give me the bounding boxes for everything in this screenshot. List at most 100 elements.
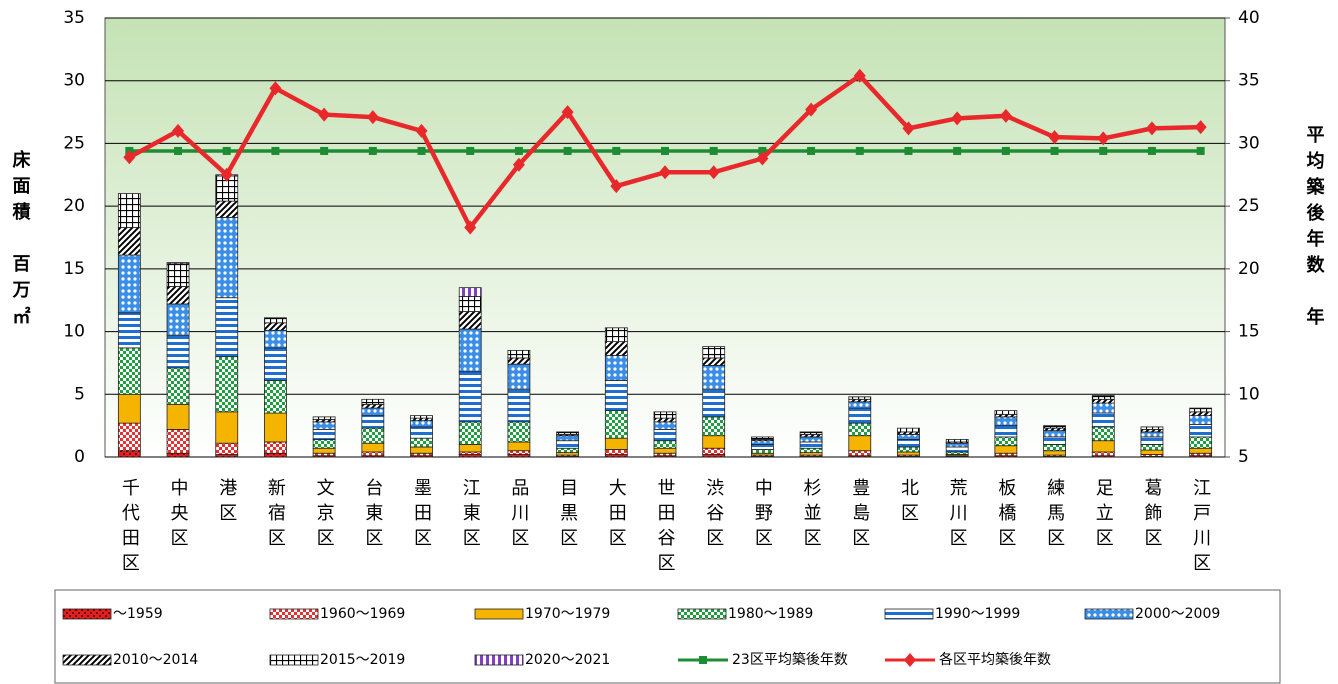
line-marker	[123, 150, 136, 165]
line-marker	[563, 146, 572, 155]
bar-segment	[653, 429, 677, 442]
x-tick-label: 板橋区	[995, 478, 1016, 553]
line-marker	[271, 146, 280, 155]
y2-tick-label: 40	[1238, 8, 1260, 28]
line-marker	[612, 146, 621, 155]
line-marker	[174, 146, 183, 155]
bar-segment	[994, 416, 1018, 427]
line-marker	[512, 157, 525, 172]
bar-segment	[897, 434, 920, 440]
bar-segment	[361, 407, 385, 417]
x-tick-label: 江東区	[460, 478, 481, 553]
bar-segment	[117, 193, 141, 228]
bar-segment	[994, 436, 1018, 447]
line-marker	[853, 68, 866, 83]
bar-segment	[410, 426, 433, 439]
line-marker	[1050, 146, 1059, 155]
bar-segment	[507, 349, 531, 359]
bar-segment	[166, 262, 190, 265]
y-tick-label: 35	[63, 8, 85, 28]
line-marker	[1099, 146, 1108, 155]
y-tick-label: 5	[74, 384, 85, 404]
bar-segment	[361, 398, 385, 405]
bar-segment	[653, 440, 677, 449]
bar-segment	[264, 347, 287, 381]
bar-segment	[604, 355, 628, 381]
legend-marker	[699, 656, 707, 664]
plot-area	[104, 17, 1226, 458]
bar-segment	[117, 422, 141, 452]
bar-segment	[653, 421, 677, 430]
bar-segment	[1140, 449, 1164, 455]
x-tick-label: 練馬区	[1044, 478, 1065, 553]
bar-segment	[458, 444, 482, 453]
legend-swatch	[62, 654, 112, 666]
bar-segment	[361, 427, 385, 444]
legend-label: 1990～1999	[935, 606, 1020, 622]
line-marker	[366, 110, 379, 125]
bar-segment	[848, 401, 872, 409]
bar-segment	[702, 346, 726, 359]
bar-segment	[897, 439, 920, 448]
x-tick-label: 大田区	[606, 478, 627, 553]
legend-label: 2015～2019	[320, 652, 405, 668]
bar-segment	[994, 410, 1018, 415]
line-marker	[807, 146, 816, 155]
bar-segment	[604, 380, 628, 411]
bar-segment	[750, 440, 774, 445]
bar-segment	[897, 446, 920, 453]
bar-segment	[848, 396, 872, 400]
line-marker	[320, 146, 329, 155]
bar-segment	[1140, 431, 1164, 438]
y2-tick-label: 15	[1238, 322, 1260, 342]
y-tick-label: 20	[63, 196, 85, 216]
line-marker	[610, 179, 623, 194]
y2-tick-label: 30	[1238, 133, 1260, 153]
bar-segment	[1140, 436, 1164, 445]
line-marker	[415, 123, 428, 138]
bar-segment	[166, 286, 190, 305]
bar-segment	[1091, 451, 1115, 457]
y2-tick-label: 20	[1238, 259, 1260, 279]
x-tick-label: 豊島区	[849, 478, 870, 553]
bar-segment	[945, 439, 969, 443]
x-tick-label: 文京区	[314, 478, 335, 553]
x-tick-label: 品川区	[508, 478, 529, 553]
bar-segment	[604, 437, 628, 450]
y-axis-label: 床面積 百万㎡	[10, 149, 32, 332]
legend-label: 1970～1979	[525, 606, 610, 622]
legend-swatch	[677, 608, 727, 620]
bar-segment	[166, 452, 190, 458]
line-marker	[951, 111, 964, 126]
line-marker	[222, 146, 231, 155]
bar-segment	[166, 429, 190, 454]
line-marker	[805, 102, 818, 117]
bar-segment	[410, 446, 433, 454]
bar-segment	[507, 450, 531, 455]
bar-segment	[1043, 450, 1066, 456]
bar-segment	[799, 447, 823, 454]
bar-segment	[507, 421, 531, 443]
bar-segment	[117, 312, 141, 349]
bar-segment	[215, 411, 239, 444]
line-marker	[756, 151, 769, 166]
legend-swatch	[474, 608, 524, 620]
x-tick-label: 渋谷区	[703, 478, 724, 553]
bar-segment	[1091, 398, 1115, 404]
bar-segment	[848, 435, 872, 452]
line-marker	[220, 167, 233, 182]
legend-label: ～1959	[113, 606, 163, 622]
line-marker	[1048, 130, 1061, 145]
legend-swatch	[269, 608, 319, 620]
bar-segment	[848, 450, 872, 457]
bar-segment	[604, 327, 628, 343]
line-marker	[464, 220, 477, 235]
bar-segment	[604, 410, 628, 439]
bar-segment	[653, 417, 677, 423]
legend-label: 1980～1989	[728, 606, 813, 622]
x-tick-label: 足立区	[1093, 478, 1114, 553]
x-tick-label: 葛飾区	[1141, 478, 1162, 553]
line-marker	[514, 146, 523, 155]
bar-segment	[1091, 395, 1115, 400]
legend-label: 23区平均築後年数	[732, 652, 848, 668]
